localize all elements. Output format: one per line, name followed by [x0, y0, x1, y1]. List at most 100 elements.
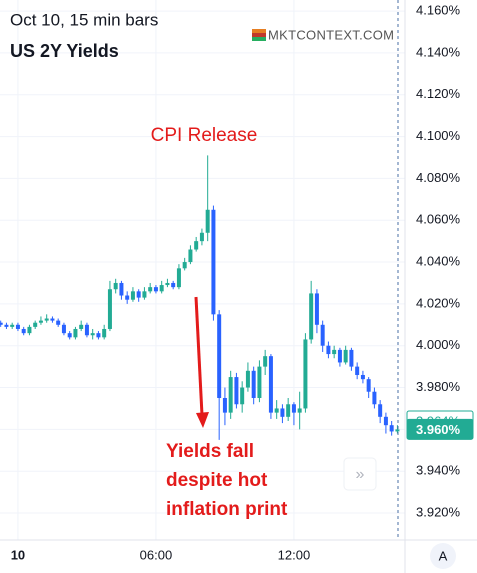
candle-body	[0, 322, 3, 325]
candle-body	[291, 404, 296, 413]
candle-body	[27, 326, 32, 334]
y-tick-label: 4.080%	[416, 170, 461, 185]
candle-body	[326, 345, 331, 355]
candle-body	[119, 282, 124, 296]
candle-body	[96, 333, 101, 338]
logo-icon	[252, 29, 266, 41]
candle-body	[251, 370, 256, 398]
candle-body	[79, 324, 84, 329]
candle-body	[90, 333, 95, 336]
annotation: CPI Release	[151, 125, 258, 146]
candle-body	[188, 249, 193, 263]
candle-body	[360, 374, 365, 380]
candle-body	[205, 209, 210, 233]
candle-body	[303, 339, 308, 409]
candle-body	[234, 377, 239, 405]
candle-body	[320, 324, 325, 346]
candle-body	[44, 318, 49, 321]
candle-body	[130, 291, 135, 300]
annotation-line: inflation print	[166, 499, 288, 520]
y-tick-label: 4.100%	[416, 128, 461, 143]
y-tick-label: 3.940%	[416, 463, 461, 478]
candle-body	[56, 320, 61, 325]
candle-body	[38, 320, 43, 323]
candle-body	[222, 397, 227, 413]
auto-scale-button[interactable]	[430, 543, 456, 569]
y-tick-label: 4.060%	[416, 212, 461, 227]
candle-body	[153, 287, 158, 292]
candle-body	[84, 324, 89, 336]
annotation-line: Yields fall	[166, 441, 254, 462]
candle-body	[199, 232, 204, 242]
candle-body	[257, 366, 262, 398]
chart-title: Oct 10, 15 min bars	[10, 10, 158, 29]
y-tick-label: 3.920%	[416, 504, 461, 519]
candle-body	[383, 416, 388, 426]
y-tick-label: 4.020%	[416, 295, 461, 310]
candles	[0, 155, 400, 440]
candle-body	[314, 293, 319, 325]
candle-body	[389, 425, 394, 432]
x-tick-label: 10	[11, 547, 25, 562]
y-tick-label: 4.120%	[416, 86, 461, 101]
candle-body	[355, 366, 360, 375]
candle-body	[309, 293, 314, 340]
candle-body	[165, 282, 170, 286]
candle-body	[125, 295, 130, 300]
x-tick-label: 06:00	[140, 547, 173, 562]
candle-body	[50, 318, 55, 321]
candle-body	[337, 349, 342, 363]
candle-body	[73, 328, 78, 338]
candle-body	[343, 349, 348, 363]
candle-body	[332, 349, 337, 355]
candle-body	[67, 333, 72, 338]
candle-body	[182, 262, 187, 269]
candle-body	[102, 328, 107, 338]
candle-body	[378, 404, 383, 417]
candle-body	[176, 268, 181, 288]
candle-body	[171, 282, 176, 288]
candle-body	[21, 328, 26, 334]
auto-scale-label[interactable]: A	[439, 548, 448, 563]
grid	[0, 0, 405, 540]
watermark: MKTCONTEXT.COM	[268, 27, 394, 42]
candle-body	[245, 370, 250, 388]
y-tick-label: 4.000%	[416, 337, 461, 352]
candle-body	[113, 282, 118, 290]
svg-text:»: »	[356, 466, 365, 483]
candle-body	[10, 324, 15, 327]
price-label: 3.960%	[416, 422, 461, 437]
candle-body	[366, 379, 371, 392]
annotation-line: despite hot	[166, 470, 268, 491]
candle-body	[159, 285, 164, 292]
candle-body	[268, 356, 273, 413]
candle-body	[286, 404, 291, 417]
candle-body	[217, 314, 222, 398]
candle-body	[280, 408, 285, 417]
candle-body	[211, 209, 216, 315]
candle-body	[136, 291, 141, 298]
y-tick-label: 4.040%	[416, 253, 461, 268]
price-label-box	[406, 418, 474, 440]
y-tick-label: 4.140%	[416, 44, 461, 59]
candle-body	[240, 387, 245, 405]
candle-body	[4, 324, 9, 327]
candle-body	[107, 289, 112, 329]
y-tick-label: 4.160%	[416, 3, 461, 18]
candle-body	[142, 291, 147, 298]
candle-body	[61, 324, 66, 334]
chart-subtitle: US 2Y Yields	[10, 41, 119, 61]
candle-body	[263, 356, 268, 367]
candle-body	[297, 408, 302, 413]
x-tick-label: 12:00	[278, 547, 311, 562]
candle-body	[372, 391, 377, 405]
candle-body	[15, 324, 20, 329]
arrow	[194, 296, 209, 428]
candle-body	[395, 429, 400, 432]
candle-body	[148, 287, 153, 292]
candle-body	[349, 349, 354, 367]
y-tick-label: 3.980%	[416, 379, 461, 394]
candle-body	[194, 241, 199, 250]
scroll-button[interactable]: »	[343, 457, 377, 491]
